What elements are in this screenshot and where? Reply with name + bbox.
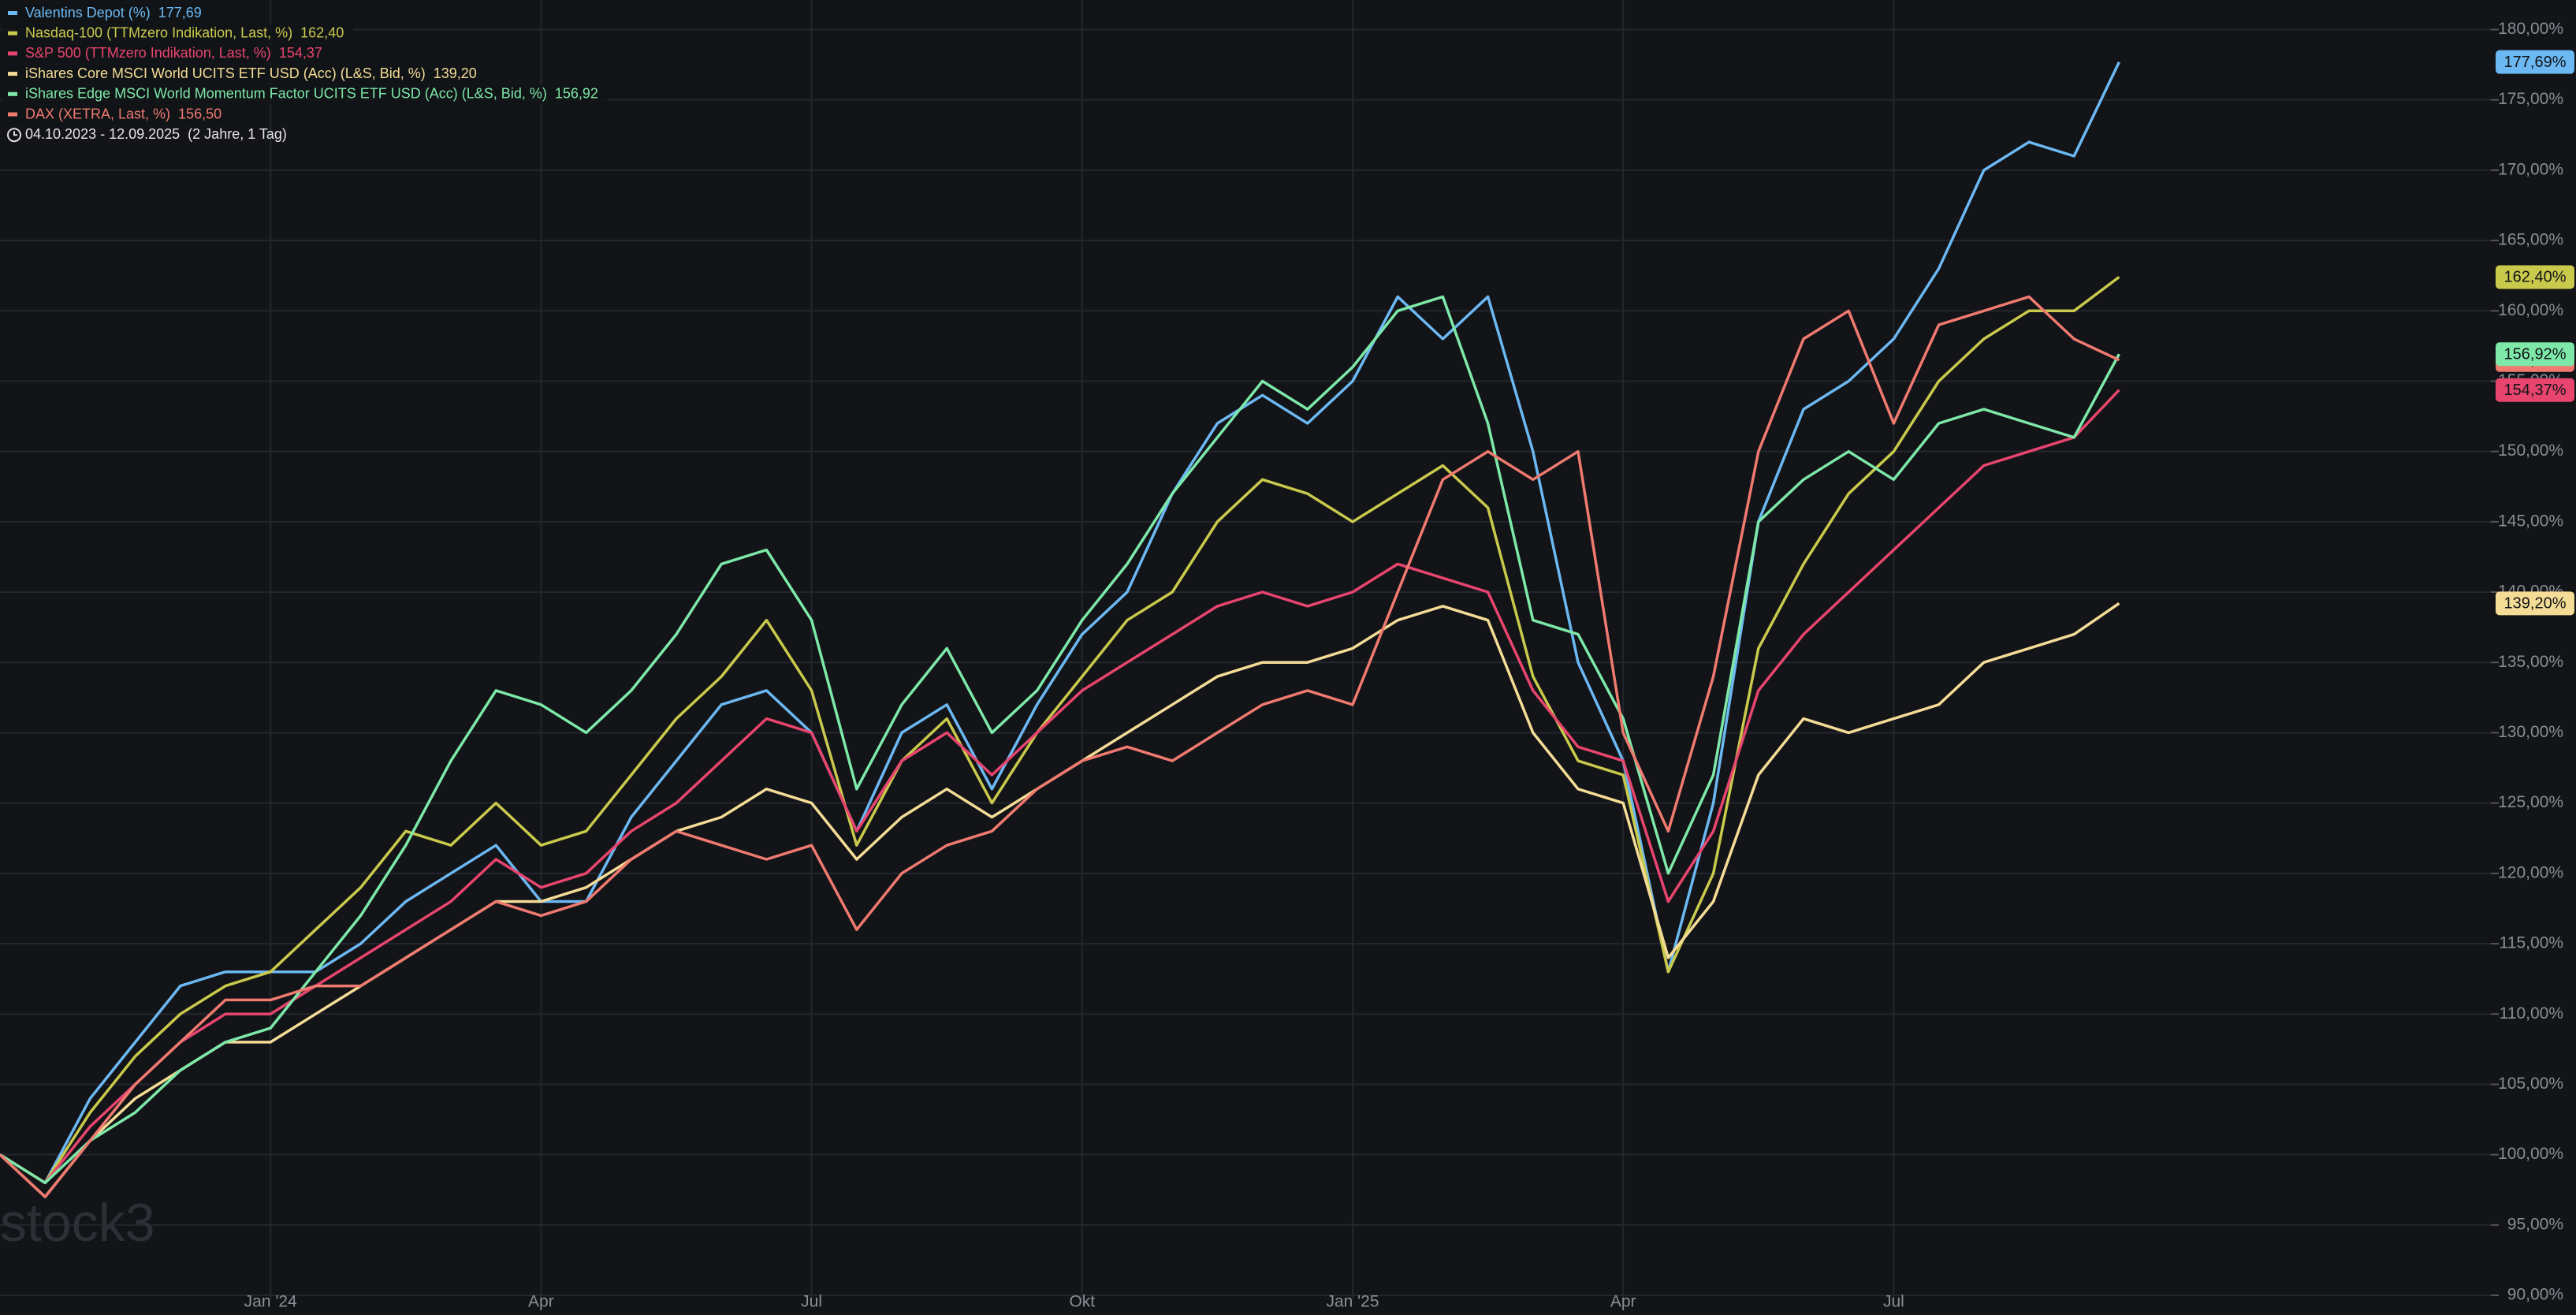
y-tick-label: 90,00% [2507,1286,2563,1304]
last-value-label: 139,20% [2504,595,2567,613]
series-line [0,61,2120,1185]
y-tick-label: 95,00% [2507,1215,2563,1233]
last-value-badge [2496,378,2574,402]
y-tick-label: 170,00% [2498,160,2563,178]
y-tick-label: 110,00% [2500,1004,2563,1023]
y-tick-label: 115,00% [2500,934,2563,952]
y-tick-label: 105,00% [2498,1075,2563,1093]
legend-background [2,4,211,23]
last-value-label: 156,92% [2504,345,2567,363]
legend-swatch [8,31,17,35]
watermark: stock3 [0,1193,155,1253]
legend-label: S&P 500 (TTMzero Indikation, Last, %) [25,45,271,61]
axis: 90,00% 95,00% 100,00% 105,00% 110,00% 115,00%… [244,20,2574,1311]
legend-label: Valentins Depot (%) [25,5,151,20]
last-value-badge [2496,50,2574,74]
legend-value: 154,37 [279,45,322,61]
legend-swatch [8,91,17,96]
y-tick-label: 130,00% [2498,723,2563,741]
legend-value: 139,20 [434,65,477,81]
x-tick-label: Jul [1883,1293,1904,1311]
legend-value: 156,92 [555,86,598,102]
legend-value: 177,69 [158,5,202,20]
y-tick-label: 145,00% [2498,512,2563,530]
x-tick-label: Jul [801,1293,822,1311]
legend-label: DAX (XETRA, Last, %) [25,106,170,121]
legend-value: 156,50 [178,106,221,121]
legend-value: 162,40 [300,24,344,40]
y-tick-label: 165,00% [2498,231,2563,249]
x-tick-label: Jan '25 [1326,1293,1379,1311]
legend-background [2,44,332,64]
legend-background [2,105,232,125]
series-line [0,295,2120,1198]
series-line [0,389,2120,1185]
y-tick-label: 135,00% [2498,653,2563,671]
last-value-label: 154,37% [2504,382,2567,399]
series-line [0,276,2120,1185]
legend: Valentins Depot (%) 177,69 Nasdaq-100 (TTM… [2,4,608,143]
grid [0,0,2491,1299]
date-range: 04.10.2023 - 12.09.2025 (2 Jahre, 1 Tag) [25,126,287,142]
legend-label: Nasdaq-100 (TTMzero Indikation, Last, %) [25,24,292,40]
last-value-badge [2496,591,2574,616]
y-tick-label: 125,00% [2498,793,2563,811]
legend-swatch [8,72,17,76]
y-tick-label: 150,00% [2498,441,2563,460]
y-tick-label: 160,00% [2498,301,2563,319]
clock-hands [13,131,17,136]
legend-background [2,84,608,104]
legend-swatch [8,51,17,56]
last-value-badge [2496,265,2574,289]
legend-label: iShares Core MSCI World UCITS ETF USD (A… [25,65,426,81]
legend-background [2,65,486,84]
x-tick-label: Okt [1069,1293,1095,1311]
legend-label: iShares Edge MSCI World Momentum Factor … [25,86,547,102]
y-tick-label: 175,00% [2498,90,2563,108]
series-line [0,295,2120,1185]
x-tick-label: Apr [528,1293,554,1311]
y-tick-label: 120,00% [2498,863,2563,881]
lines [0,61,2120,1198]
legend-background [2,24,354,43]
legend-swatch [8,112,17,117]
last-value-label: 177,69% [2504,54,2567,71]
last-value-label: 162,40% [2504,269,2567,286]
y-tick-label: 100,00% [2498,1145,2563,1163]
last-value-badge [2496,342,2574,367]
x-tick-label: Apr [1610,1293,1636,1311]
y-tick-label: 180,00% [2498,20,2563,38]
x-tick-label: Jan '24 [244,1293,297,1311]
legend-swatch [8,11,17,15]
clock-icon [7,128,21,143]
